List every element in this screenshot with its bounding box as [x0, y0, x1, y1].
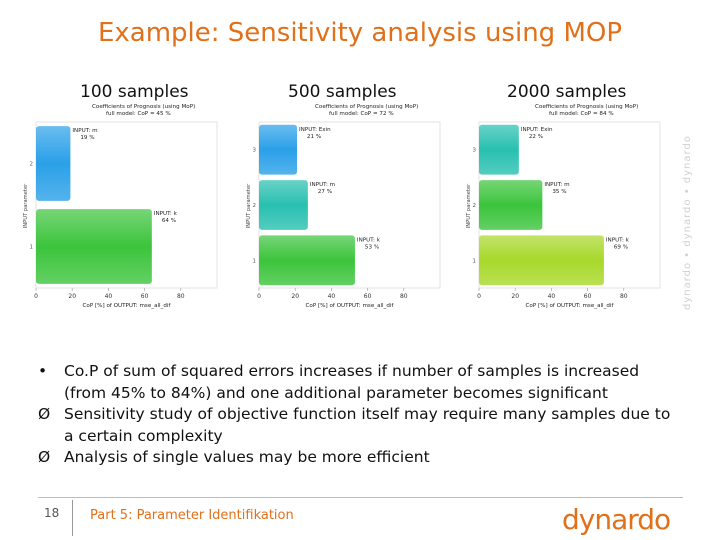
chart-svg: Coefficients of Prognosis (using MoP)ful… [466, 104, 661, 309]
bullet-item: Ø Sensitivity study of objective functio… [38, 404, 678, 447]
x-tick-label: 20 [291, 293, 299, 300]
bar-label: INPUT: m [72, 128, 97, 134]
bar-label: INPUT: k [357, 237, 381, 243]
y-tick-label: 3 [473, 148, 477, 154]
y-tick-label: 2 [473, 203, 477, 209]
x-tick-label: 20 [511, 293, 519, 300]
bar-label: INPUT: m [544, 182, 569, 188]
bar-group: 1 INPUT: k69 % [473, 235, 630, 286]
x-tick-label: 40 [105, 293, 113, 300]
chart-100-samples: Coefficients of Prognosis (using MoP) ful… [22, 100, 237, 315]
chart-title: Coefficients of Prognosis (using MoP) [315, 104, 418, 110]
bar [36, 126, 71, 201]
footer-page-divider [72, 500, 73, 536]
bar-label: INPUT: k [154, 211, 178, 217]
bar-group: 2 INPUT: m19 % [30, 126, 98, 201]
x-tick-label: 20 [68, 293, 76, 300]
bar-group: 1 INPUT: k64 % [30, 209, 178, 284]
column-label-2000: 2000 samples [507, 82, 627, 102]
chart-500-samples: Coefficients of Prognosis (using MoP) ful… [245, 100, 460, 315]
y-tick-label: 1 [473, 258, 477, 264]
chart-2000-samples: Coefficients of Prognosis (using MoP) ful… [465, 100, 680, 315]
bullet-marker: Ø [38, 405, 51, 423]
bullet-text: Sensitivity study of objective function … [64, 405, 671, 445]
x-tick-label: 40 [328, 293, 336, 300]
bar [259, 124, 298, 175]
bar [479, 124, 519, 175]
footer-divider [38, 497, 683, 498]
bar-value-label: 19 % [80, 135, 94, 141]
y-tick-label: 2 [30, 162, 34, 168]
bar [259, 180, 308, 230]
bullet-marker: • [38, 362, 48, 380]
x-tick-label: 0 [477, 293, 481, 300]
bullet-list: • Co.P of sum of squared errors increase… [38, 361, 678, 469]
bar-value-label: 69 % [614, 244, 628, 250]
chart-svg: Coefficients of Prognosis (using MoP)ful… [246, 104, 441, 309]
bar [479, 235, 604, 286]
y-tick-label: 3 [253, 148, 257, 154]
chart-title: Coefficients of Prognosis (using MoP) [535, 104, 638, 110]
chart-title: Coefficients of Prognosis (using MoP) [92, 104, 195, 110]
chart-svg: Coefficients of Prognosis (using MoP)ful… [23, 104, 218, 309]
x-tick-label: 60 [584, 293, 592, 300]
x-axis-label: CoP [%] of OUTPUT: mse_all_dif [83, 303, 172, 309]
x-tick-label: 80 [400, 293, 408, 300]
bar-value-label: 35 % [552, 189, 566, 195]
bar [479, 180, 543, 230]
bar-value-label: 27 % [318, 189, 332, 195]
bar [259, 235, 355, 286]
bullet-text: Analysis of single values may be more ef… [64, 448, 430, 466]
bar-value-label: 64 % [162, 218, 176, 224]
bullet-marker: Ø [38, 448, 51, 466]
y-tick-label: 1 [30, 245, 34, 251]
x-axis-label: CoP [%] of OUTPUT: mse_all_dif [526, 303, 615, 309]
x-tick-label: 0 [34, 293, 38, 300]
y-tick-label: 2 [253, 203, 257, 209]
side-watermark: dynardo • dynardo • dynardo [682, 135, 693, 310]
x-tick-label: 0 [257, 293, 261, 300]
y-axis-label: INPUT parameter [23, 183, 29, 228]
bar-group: 1 INPUT: k53 % [253, 235, 381, 286]
footer-section-title: Part 5: Parameter Identifikation [90, 508, 294, 523]
bar-label: INPUT: Exin [299, 127, 331, 133]
x-tick-label: 60 [364, 293, 372, 300]
x-tick-label: 80 [177, 293, 185, 300]
bar-value-label: 21 % [307, 134, 321, 140]
y-axis-label: INPUT parameter [466, 183, 472, 228]
bar-value-label: 53 % [365, 244, 379, 250]
chart-subtitle: full model: CoP = 45 % [106, 111, 171, 117]
bar [36, 209, 152, 284]
bullet-item: • Co.P of sum of squared errors increase… [38, 361, 678, 404]
x-tick-label: 80 [620, 293, 628, 300]
bar-label: INPUT: m [310, 182, 335, 188]
bar-group: 2 INPUT: m35 % [473, 180, 570, 230]
chart-subtitle: full model: CoP = 72 % [329, 111, 394, 117]
bullet-item: Ø Analysis of single values may be more … [38, 447, 678, 469]
y-axis-label: INPUT parameter [246, 183, 252, 228]
bar-group: 2 INPUT: m27 % [253, 180, 335, 230]
page-number: 18 [44, 506, 60, 520]
bullet-text: Co.P of sum of squared errors increases … [64, 362, 640, 402]
chart-subtitle: full model: CoP = 84 % [549, 111, 614, 117]
y-tick-label: 1 [253, 258, 257, 264]
bar-label: INPUT: k [606, 237, 630, 243]
x-tick-label: 40 [548, 293, 556, 300]
x-tick-label: 60 [141, 293, 149, 300]
slide-title: Example: Sensitivity analysis using MOP [97, 18, 623, 48]
column-label-100: 100 samples [80, 82, 189, 102]
dynardo-logo: dynardo [562, 503, 671, 536]
column-label-500: 500 samples [288, 82, 397, 102]
bar-label: INPUT: Exin [521, 127, 553, 133]
bar-value-label: 22 % [529, 134, 543, 140]
x-axis-label: CoP [%] of OUTPUT: mse_all_dif [306, 303, 395, 309]
